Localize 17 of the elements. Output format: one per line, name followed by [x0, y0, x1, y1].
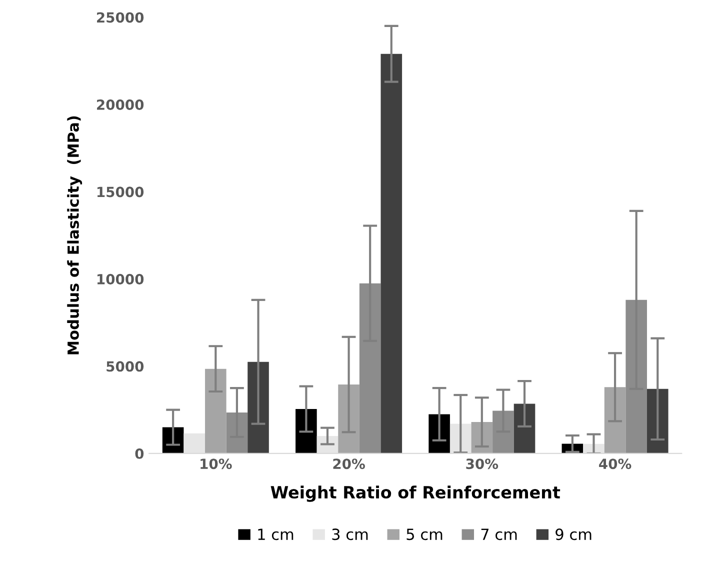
legend-label: 3 cm: [332, 528, 368, 540]
x-tick-label: 30%: [466, 458, 498, 470]
legend-label: 7 cm: [481, 528, 517, 540]
y-tick-label: 15000: [97, 186, 144, 198]
legend-label: 9 cm: [556, 528, 592, 540]
legend-label: 1 cm: [258, 528, 294, 540]
y-tick-label: 0: [135, 448, 144, 459]
legend-label: 5 cm: [406, 528, 442, 540]
y-axis-title: Modulus of Elasticity (MPa): [67, 116, 82, 354]
y-tick-label: 20000: [97, 99, 144, 110]
x-tick-label: 10%: [200, 458, 232, 470]
x-tick-label: 20%: [333, 458, 365, 470]
y-tick-label: 5000: [106, 361, 144, 372]
y-tick-label: 10000: [97, 274, 144, 284]
x-axis-title: Weight Ratio of Reinforcement: [270, 486, 560, 502]
y-tick-label: 25000: [97, 12, 144, 23]
x-tick-label: 40%: [599, 458, 632, 470]
